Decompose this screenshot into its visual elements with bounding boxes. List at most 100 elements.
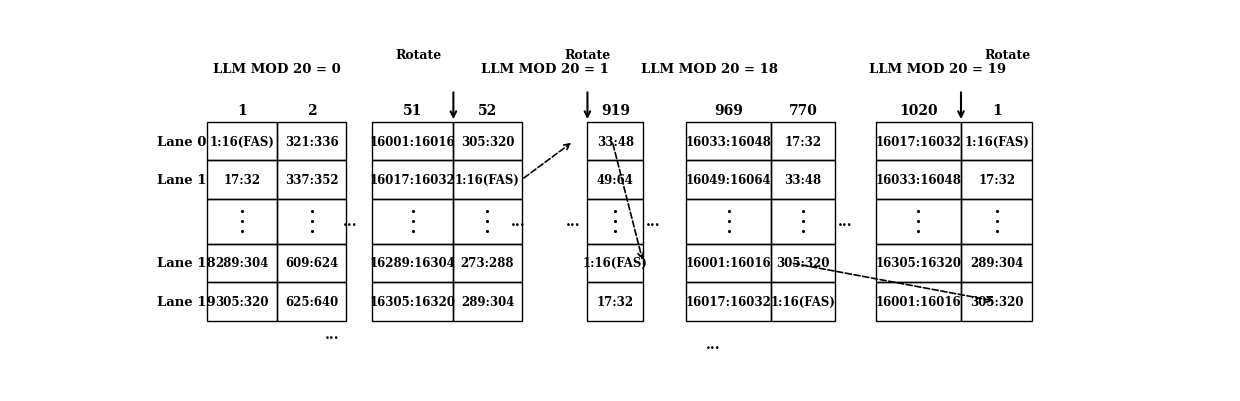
- Text: Rotate: Rotate: [564, 49, 610, 62]
- Text: ...: ...: [646, 215, 661, 229]
- Bar: [588, 199, 644, 244]
- Bar: [686, 282, 771, 321]
- Text: 16305:16320: 16305:16320: [370, 295, 455, 308]
- Text: 770: 770: [789, 104, 817, 118]
- Text: 321:336: 321:336: [285, 136, 339, 148]
- Text: ...: ...: [325, 327, 339, 341]
- Text: 305:320: 305:320: [215, 295, 269, 308]
- Text: 16049:16064: 16049:16064: [686, 174, 771, 187]
- Text: Lane 1: Lane 1: [156, 174, 206, 187]
- Bar: [372, 244, 454, 282]
- Text: 17:32: 17:32: [596, 295, 634, 308]
- Bar: [207, 123, 277, 161]
- Text: 337:352: 337:352: [285, 174, 339, 187]
- Text: 16033:16048: 16033:16048: [686, 136, 771, 148]
- Text: 305:320: 305:320: [776, 257, 830, 269]
- Bar: [961, 161, 1032, 199]
- Bar: [875, 123, 961, 161]
- Text: Rotate: Rotate: [985, 49, 1030, 62]
- Bar: [686, 199, 771, 244]
- Bar: [207, 161, 277, 199]
- Text: 289:304: 289:304: [215, 257, 269, 269]
- Bar: [372, 161, 454, 199]
- Bar: [771, 161, 835, 199]
- Text: 52: 52: [477, 104, 497, 118]
- Bar: [771, 123, 835, 161]
- Text: LLM MOD 20 = 18: LLM MOD 20 = 18: [641, 63, 777, 76]
- Bar: [207, 282, 277, 321]
- Bar: [686, 244, 771, 282]
- Bar: [961, 244, 1032, 282]
- Bar: [771, 282, 835, 321]
- Bar: [277, 161, 346, 199]
- Bar: [961, 199, 1032, 244]
- Text: ...: ...: [511, 215, 525, 229]
- Text: ...: ...: [706, 337, 720, 351]
- Bar: [875, 161, 961, 199]
- Text: 17:32: 17:32: [223, 174, 260, 187]
- Text: 16001:16016: 16001:16016: [875, 295, 961, 308]
- Text: 289:304: 289:304: [970, 257, 1023, 269]
- Text: 273:288: 273:288: [461, 257, 515, 269]
- Text: ...: ...: [837, 215, 852, 229]
- Text: LLM MOD 20 = 19: LLM MOD 20 = 19: [869, 63, 1007, 76]
- Text: 16033:16048: 16033:16048: [875, 174, 961, 187]
- Bar: [454, 282, 522, 321]
- Text: 17:32: 17:32: [978, 174, 1016, 187]
- Text: 49:64: 49:64: [596, 174, 634, 187]
- Text: 1020: 1020: [899, 104, 937, 118]
- Text: 16017:16032: 16017:16032: [686, 295, 771, 308]
- Text: 1: 1: [237, 104, 247, 118]
- Text: 1: 1: [992, 104, 1002, 118]
- Text: 51: 51: [403, 104, 423, 118]
- Text: Lane 0: Lane 0: [156, 136, 206, 148]
- Bar: [454, 161, 522, 199]
- Bar: [875, 199, 961, 244]
- Text: ...: ...: [343, 215, 357, 229]
- Text: 625:640: 625:640: [285, 295, 339, 308]
- Bar: [875, 244, 961, 282]
- Bar: [372, 123, 454, 161]
- Text: 305:320: 305:320: [461, 136, 515, 148]
- Bar: [277, 282, 346, 321]
- Text: 305:320: 305:320: [970, 295, 1023, 308]
- Text: 16017:16032: 16017:16032: [370, 174, 455, 187]
- Text: 16001:16016: 16001:16016: [686, 257, 771, 269]
- Text: 16305:16320: 16305:16320: [875, 257, 961, 269]
- Text: LLM MOD 20 = 0: LLM MOD 20 = 0: [213, 63, 341, 76]
- Bar: [277, 123, 346, 161]
- Text: 16017:16032: 16017:16032: [875, 136, 961, 148]
- Text: 1:16(FAS): 1:16(FAS): [583, 257, 647, 269]
- Text: 919: 919: [601, 104, 630, 118]
- Text: 1:16(FAS): 1:16(FAS): [770, 295, 836, 308]
- Text: Rotate: Rotate: [396, 49, 441, 62]
- Bar: [454, 244, 522, 282]
- Bar: [771, 199, 835, 244]
- Bar: [588, 282, 644, 321]
- Bar: [588, 161, 644, 199]
- Text: 2: 2: [306, 104, 316, 118]
- Bar: [454, 123, 522, 161]
- Bar: [277, 244, 346, 282]
- Text: 969: 969: [714, 104, 743, 118]
- Text: 1:16(FAS): 1:16(FAS): [455, 174, 520, 187]
- Bar: [686, 123, 771, 161]
- Text: 16289:16304: 16289:16304: [370, 257, 455, 269]
- Bar: [277, 199, 346, 244]
- Text: 17:32: 17:32: [785, 136, 821, 148]
- Bar: [372, 282, 454, 321]
- Text: ...: ...: [565, 215, 580, 229]
- Bar: [207, 244, 277, 282]
- Bar: [588, 244, 644, 282]
- Text: 16001:16016: 16001:16016: [370, 136, 455, 148]
- Bar: [961, 123, 1032, 161]
- Bar: [875, 282, 961, 321]
- Bar: [686, 161, 771, 199]
- Bar: [588, 123, 644, 161]
- Text: Lane 19: Lane 19: [156, 295, 216, 308]
- Text: 289:304: 289:304: [461, 295, 515, 308]
- Text: LLM MOD 20 = 1: LLM MOD 20 = 1: [481, 63, 609, 76]
- Bar: [454, 199, 522, 244]
- Text: 609:624: 609:624: [285, 257, 339, 269]
- Text: Lane 18: Lane 18: [156, 257, 216, 269]
